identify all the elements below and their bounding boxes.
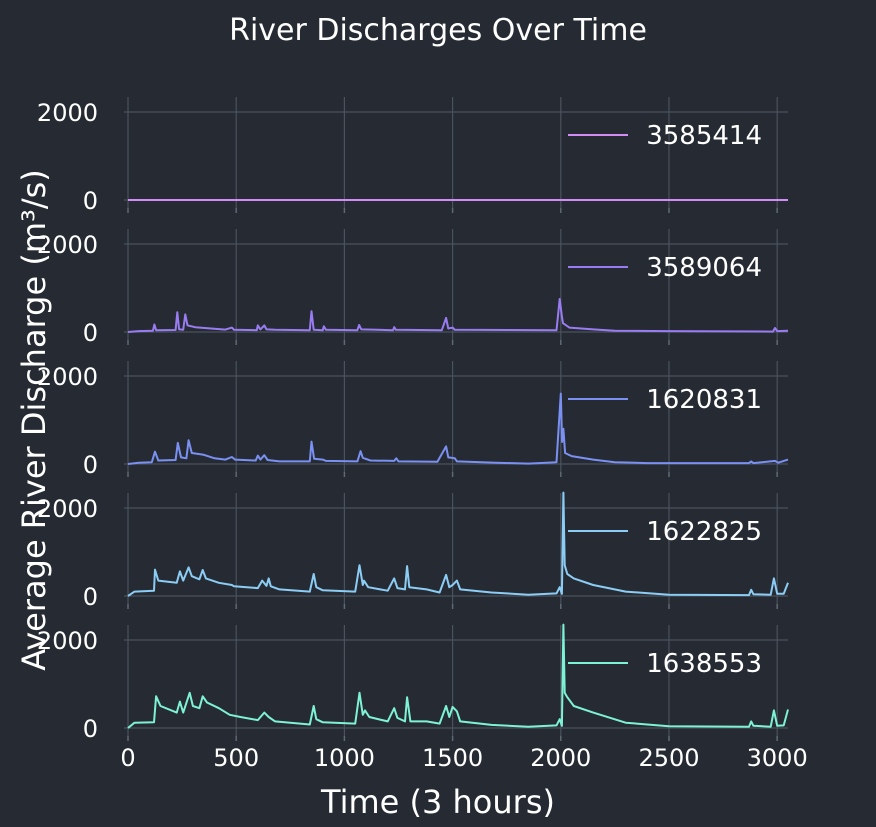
series-line-1638553 bbox=[127, 623, 789, 729]
subplot-2: 0 2000 3589064 bbox=[37, 229, 789, 347]
legend-1: 3585414 bbox=[568, 121, 762, 151]
series-line-1620831 bbox=[127, 392, 789, 465]
legend-label: 1638553 bbox=[646, 649, 762, 679]
y-axis-label: Average River Discharge (m³/s) bbox=[15, 169, 53, 671]
series-line-1622825 bbox=[127, 491, 789, 597]
legend-5: 1638553 bbox=[568, 649, 762, 679]
legend-label: 3585414 bbox=[646, 121, 762, 151]
subplot-1: 0 2000 3585414 bbox=[37, 97, 788, 215]
series-line-3589064 bbox=[127, 298, 789, 333]
x-axis-label: Time (3 hours) bbox=[320, 783, 555, 821]
x-tick-label: 2500 bbox=[638, 744, 699, 772]
subplot-3: 0 2000 1620831 bbox=[37, 361, 789, 479]
legend-2: 3589064 bbox=[568, 253, 762, 283]
x-tick-label: 500 bbox=[213, 744, 259, 772]
x-tick-label: 1500 bbox=[422, 744, 483, 772]
subplots: 0 2000 3585414 0 2000 3589064 0 2000 1620831 0 200… bbox=[37, 97, 789, 743]
chart-title: River Discharges Over Time bbox=[229, 13, 647, 48]
y-tick-label: 0 bbox=[83, 451, 98, 479]
y-tick-label: 2000 bbox=[37, 231, 98, 259]
legend-label: 3589064 bbox=[646, 253, 762, 283]
y-tick-label: 0 bbox=[83, 583, 98, 611]
legend-label: 1622825 bbox=[646, 517, 762, 547]
legend-label: 1620831 bbox=[646, 385, 762, 415]
y-tick-label: 2000 bbox=[37, 495, 98, 523]
x-tick-label: 0 bbox=[120, 744, 135, 772]
x-tick-label: 2000 bbox=[530, 744, 591, 772]
y-tick-label: 0 bbox=[83, 319, 98, 347]
y-tick-label: 0 bbox=[83, 187, 98, 215]
y-tick-label: 2000 bbox=[37, 99, 98, 127]
subplot-5: 0 2000 1638553 bbox=[37, 623, 789, 743]
x-tick-label: 1000 bbox=[314, 744, 375, 772]
subplot-4: 0 2000 1622825 bbox=[37, 491, 789, 611]
x-tick-label: 3000 bbox=[747, 744, 808, 772]
y-tick-label: 2000 bbox=[37, 363, 98, 391]
x-axis-ticks: 0 500 1000 1500 2000 2500 3000 bbox=[120, 744, 807, 772]
y-tick-label: 0 bbox=[83, 715, 98, 743]
legend-4: 1622825 bbox=[568, 517, 762, 547]
y-tick-label: 2000 bbox=[37, 627, 98, 655]
legend-3: 1620831 bbox=[568, 385, 762, 415]
